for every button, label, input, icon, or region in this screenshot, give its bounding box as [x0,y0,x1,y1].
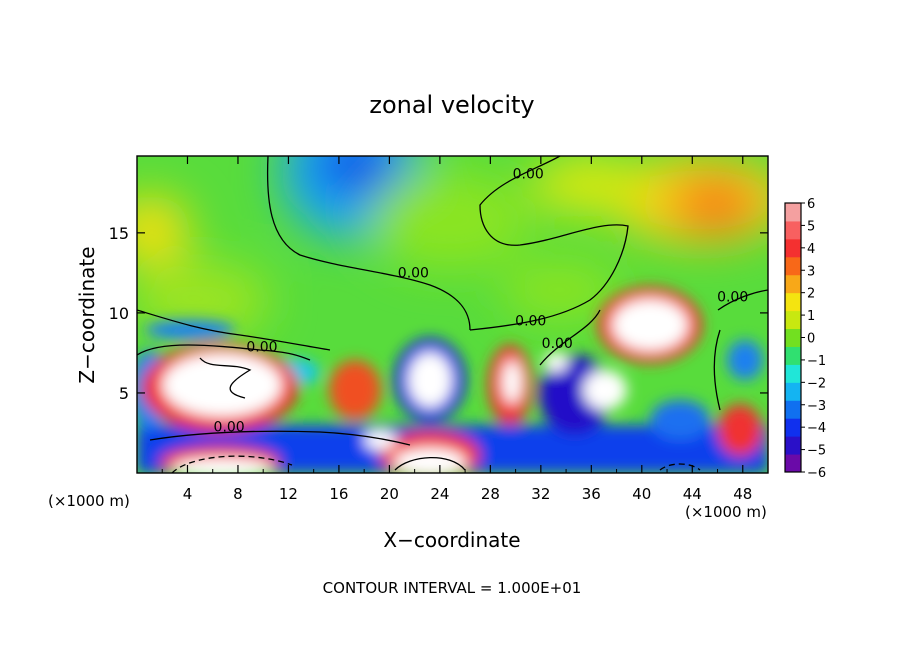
contour-line [266,156,471,331]
heatmap-field [137,156,768,473]
x-unit-right: (×1000 m) [685,503,767,521]
colorbar-swatch [785,274,801,294]
colorbar-swatch [785,382,801,401]
chart-title: zonal velocity [369,91,534,119]
colorbar-tick-label: 0 [807,332,815,347]
x-tick-label: 48 [733,485,752,503]
colorbar-swatch [785,454,801,473]
y-axis-label: Z−coordinate [75,246,99,383]
colorbar-swatch [785,220,801,240]
x-tick-label: 8 [233,485,243,503]
colorbar-swatch [785,256,801,276]
colorbar-tick-label: −6 [807,466,826,481]
plot-frame [136,155,769,474]
colorbar-swatch [785,203,801,222]
colorbar-tick-label: −5 [807,444,826,459]
contour-line [469,156,629,331]
contour-label: 0.00 [214,419,245,435]
y-tick-label: 15 [109,224,129,243]
contour-label: 0.00 [246,339,277,355]
x-tick-label: 32 [531,485,550,503]
x-tick-label: 28 [481,485,500,503]
colorbar-tick-label: −2 [807,376,826,391]
colorbar-tick-label: 4 [807,242,815,257]
x-unit-left: (×1000 m) [48,492,130,510]
colorbar-tick-label: 1 [807,309,815,324]
contour-line [137,309,331,351]
contour-line [539,309,601,366]
colorbar-swatch [785,310,801,330]
colorbar-swatch [785,364,801,383]
contour-line [394,456,466,471]
x-tick-label: 12 [279,485,298,503]
colorbar-tick-label: −4 [807,421,826,436]
contour-line [171,455,293,473]
contour-label: 0.00 [398,266,429,282]
footer-contour-interval: CONTOUR INTERVAL = 1.000E+01 [323,579,582,597]
colorbar-swatch [785,328,801,347]
x-tick-label: 44 [683,485,702,503]
contour-label: 0.00 [717,290,748,306]
contour-line [199,357,252,399]
x-tick-label: 20 [380,485,399,503]
x-tick-label: 36 [582,485,601,503]
x-tick-label: 4 [183,485,193,503]
contour-line [713,329,721,411]
x-axis-label: X−coordinate [383,528,520,552]
colorbar-tick-label: −3 [807,399,826,414]
contour-line [659,463,701,471]
contour-line [717,289,768,311]
colorbar-swatch [785,346,801,365]
x-tick-label: 24 [430,485,449,503]
colorbar-tick-label: 5 [807,219,815,234]
colorbar-tick-label: 3 [807,264,815,279]
contour-label: 0.00 [542,336,573,352]
contour-line [149,430,411,446]
contour-line [137,344,311,361]
colorbar-swatch [785,292,801,312]
colorbar: 6 5 4 3 2 1 0 −1 −2 −3 −4 −5 −6 [784,197,826,481]
y-tick-label: 10 [109,304,129,323]
colorbar-swatch [785,418,801,437]
colorbar-swatch [785,400,801,419]
x-axis: 4 8 12 16 20 24 28 32 36 40 44 48 [161,156,752,503]
colorbar-tick-label: 2 [807,287,815,302]
y-axis: 5 10 15 [109,224,768,403]
contour-label-layer: 0.00 0.00 0.00 0.00 0.00 0.00 0.00 [214,166,749,435]
contour-label: 0.00 [515,314,546,330]
contour-label: 0.00 [513,166,544,182]
colorbar-swatch [785,238,801,258]
colorbar-tick-label: 6 [807,197,815,212]
y-tick-label: 5 [119,384,129,403]
colorbar-swatch [785,436,801,455]
x-tick-label: 16 [329,485,348,503]
x-tick-label: 40 [632,485,651,503]
colorbar-tick-label: −1 [807,354,826,369]
contour-lines [137,156,768,473]
